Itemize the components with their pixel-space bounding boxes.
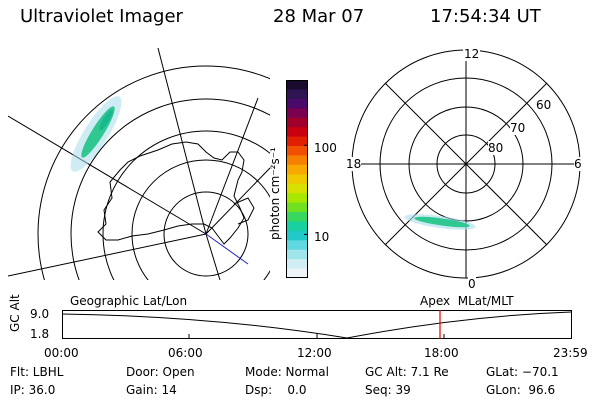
info-ip: IP: 36.0 (10, 383, 56, 397)
date-label: 28 Mar 07 (273, 6, 365, 27)
colorbar-segment (286, 193, 308, 204)
orbit-xtick-0600: 06:00 (168, 346, 203, 360)
colorbar-segment (286, 89, 308, 100)
orbit-ylabel: GC Alt (8, 294, 22, 332)
colorbar-segment (286, 127, 308, 138)
geographic-caption: Geographic Lat/Lon (70, 294, 188, 308)
instrument-title: Ultraviolet Imager (20, 6, 183, 27)
info-mode: Mode: Normal (245, 365, 329, 379)
info-seq: Seq: 39 (365, 383, 411, 397)
colorbar-segment (286, 240, 308, 251)
orbit-ytick-9: 9.0 (30, 307, 50, 321)
colorbar-segment (286, 108, 308, 119)
geographic-map (8, 48, 270, 280)
colorbar-unit-label: photon cm⁻²s⁻¹ (268, 147, 282, 240)
mlat-label-70: 70 (510, 121, 526, 135)
mlt-label-18: 18 (346, 157, 362, 171)
orbit-xtick-1800: 18:00 (424, 346, 459, 360)
colorbar-segment (286, 183, 308, 194)
colorbar-segment (286, 202, 308, 213)
mlat-label-60: 60 (536, 98, 552, 112)
orbit-altitude-plot (61, 310, 572, 339)
colorbar-segment (286, 136, 308, 147)
info-door: Door: Open (126, 365, 195, 379)
info-glon: GLon: 96.6 (486, 383, 556, 397)
mlt-label-12: 12 (463, 47, 481, 61)
colorbar-tick-100: 100 (314, 141, 337, 155)
colorbar-segment (286, 230, 308, 241)
info-filter: Flt: LBHL (10, 365, 64, 379)
polar-mlt-plot (351, 49, 581, 279)
colorbar-segment (286, 268, 308, 279)
colorbar-segment (286, 249, 308, 260)
colorbar-segment (286, 80, 308, 91)
colorbar-segment (286, 117, 308, 128)
colorbar-segment (286, 174, 308, 185)
info-gain: Gain: 14 (126, 383, 177, 397)
orbit-ytick-1-8: 1.8 (30, 327, 50, 341)
mlat-label-80: 80 (488, 141, 504, 155)
info-glat: GLat: −70.1 (486, 365, 559, 379)
mlt-label-6: 6 (574, 157, 582, 171)
orbit-xtick-0000: 00:00 (44, 346, 79, 360)
colorbar-segment (286, 259, 308, 270)
info-dsp: Dsp: 0.0 (245, 383, 307, 397)
colorbar-segment (286, 98, 308, 109)
aurora-oval-left (70, 96, 122, 172)
orbit-xtick-1200: 12:00 (297, 346, 332, 360)
info-gc-alt: GC Alt: 7.1 Re (365, 365, 449, 379)
colorbar-segment (286, 221, 308, 232)
orbit-xtick-2359: 23:59 (553, 346, 588, 360)
apex-caption: Apex MLat/MLT (420, 294, 514, 308)
colorbar-segment (286, 212, 308, 223)
aurora-oval-right (404, 214, 476, 230)
colorbar (286, 80, 308, 279)
colorbar-segment (286, 155, 308, 166)
time-label: 17:54:34 UT (430, 6, 541, 27)
colorbar-segment (286, 146, 308, 157)
colorbar-tick-10: 10 (314, 230, 330, 244)
mlt-label-0: 0 (468, 277, 476, 291)
colorbar-segment (286, 164, 308, 175)
